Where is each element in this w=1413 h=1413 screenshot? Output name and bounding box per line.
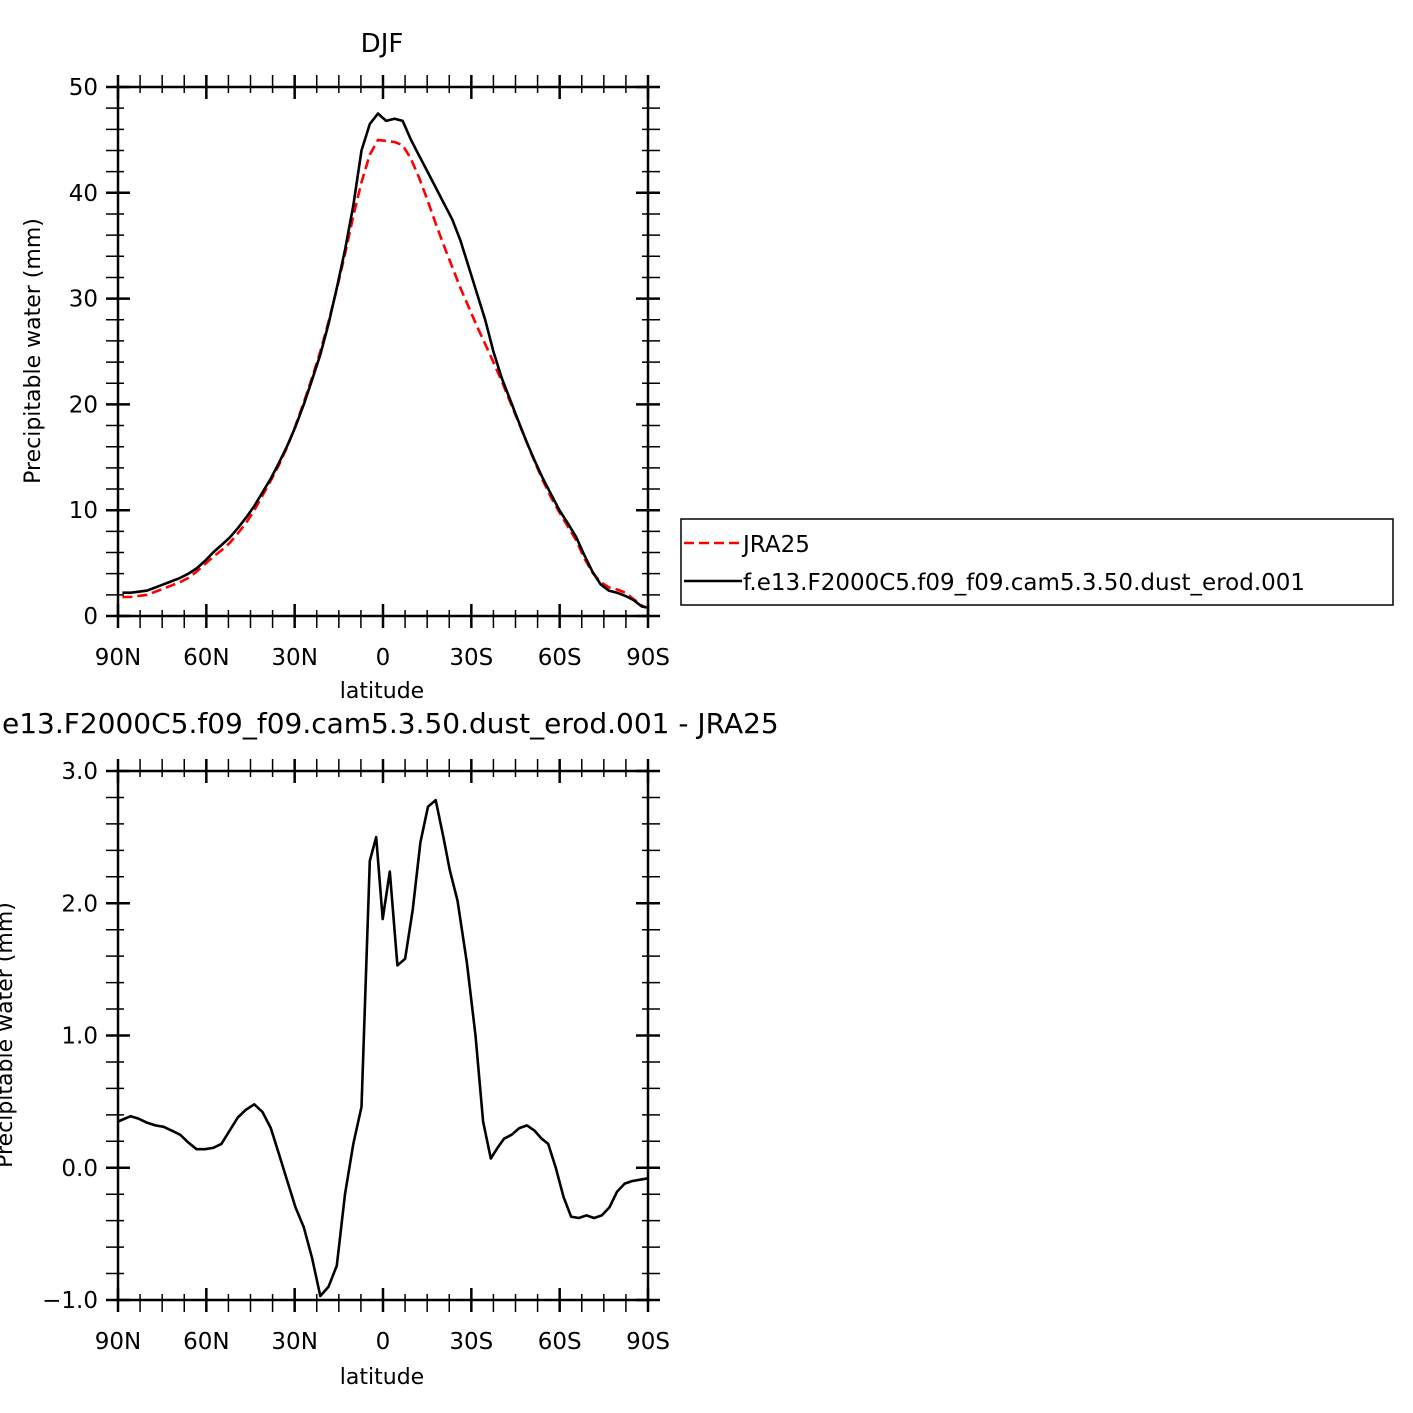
bottom-chart-title: f.e13.F2000C5.f09_f09.cam5.3.50.dust_ero… xyxy=(0,707,779,740)
top-chart-tick-labels: 90N 60N 30N 0 30S 60S 90S 0 10 20 30 40 50 xyxy=(69,75,670,671)
top-chart-x-tick-label: 0 xyxy=(376,645,391,671)
top-chart-title: DJF xyxy=(361,29,404,59)
top-chart-ticks xyxy=(106,75,660,628)
legend-label-jra25: JRA25 xyxy=(741,532,810,558)
bottom-chart-tick-labels: 90N 60N 30N 0 30S 60S 90S −1.0 0.0 1.0 2.0 3.0 xyxy=(42,759,670,1355)
top-chart-series-line-0 xyxy=(122,138,648,609)
legend: JRA25 f.e13.F2000C5.f09_f09.cam5.3.50.du… xyxy=(680,518,1394,606)
top-chart-y-tick-label: 50 xyxy=(69,75,98,101)
top-chart-x-tick-label: 90N xyxy=(95,645,141,671)
top-chart-y-axis-label: Precipitable water (mm) xyxy=(21,218,46,484)
bottom-chart-x-axis-label: latitude xyxy=(340,1365,424,1390)
top-chart-y-tick-label: 0 xyxy=(83,604,98,630)
top-chart-panel: DJF Precipitable water (mm) latitude 90N… xyxy=(21,29,670,704)
top-chart-frame xyxy=(116,85,650,618)
legend-label-model: f.e13.F2000C5.f09_f09.cam5.3.50.dust_ero… xyxy=(743,570,1305,596)
top-chart-x-tick-label: 30S xyxy=(449,645,493,671)
bottom-chart-series xyxy=(117,798,649,1298)
bottom-chart-x-tick-label: 60S xyxy=(538,1329,582,1355)
top-chart-y-tick-label: 20 xyxy=(69,392,98,418)
top-chart-series xyxy=(122,112,648,609)
bottom-chart-ticks xyxy=(106,759,660,1312)
legend-frame xyxy=(680,518,1394,606)
bottom-chart-frame xyxy=(116,769,650,1302)
top-chart-x-tick-label: 90S xyxy=(626,645,670,671)
bottom-chart-y-tick-label: 0.0 xyxy=(61,1156,98,1182)
top-chart-y-tick-label: 10 xyxy=(69,498,98,524)
bottom-chart-y-tick-label: −1.0 xyxy=(42,1288,98,1314)
bottom-chart-x-tick-label: 90N xyxy=(95,1329,141,1355)
top-chart-x-tick-label: 60S xyxy=(538,645,582,671)
bottom-chart-x-tick-label: 0 xyxy=(376,1329,391,1355)
bottom-chart-x-tick-label: 90S xyxy=(626,1329,670,1355)
bottom-chart-y-tick-label: 3.0 xyxy=(61,759,98,785)
top-chart-y-tick-label: 30 xyxy=(69,287,98,313)
bottom-chart-series-line-0 xyxy=(117,798,649,1298)
bottom-chart-y-tick-label: 2.0 xyxy=(61,891,98,917)
bottom-chart-x-tick-label: 60N xyxy=(183,1329,229,1355)
bottom-chart-y-axis-label: Precipitable water (mm) xyxy=(0,902,18,1168)
top-chart-x-axis-label: latitude xyxy=(340,679,424,704)
top-chart-y-tick-label: 40 xyxy=(69,181,98,207)
top-chart-x-tick-label: 30N xyxy=(271,645,317,671)
top-chart-x-tick-label: 60N xyxy=(183,645,229,671)
bottom-chart-panel: f.e13.F2000C5.f09_f09.cam5.3.50.dust_ero… xyxy=(0,707,779,1390)
top-chart-series-line-1 xyxy=(122,112,647,609)
bottom-chart-x-tick-label: 30N xyxy=(271,1329,317,1355)
bottom-chart-y-tick-label: 1.0 xyxy=(61,1024,98,1050)
bottom-chart-x-tick-label: 30S xyxy=(449,1329,493,1355)
